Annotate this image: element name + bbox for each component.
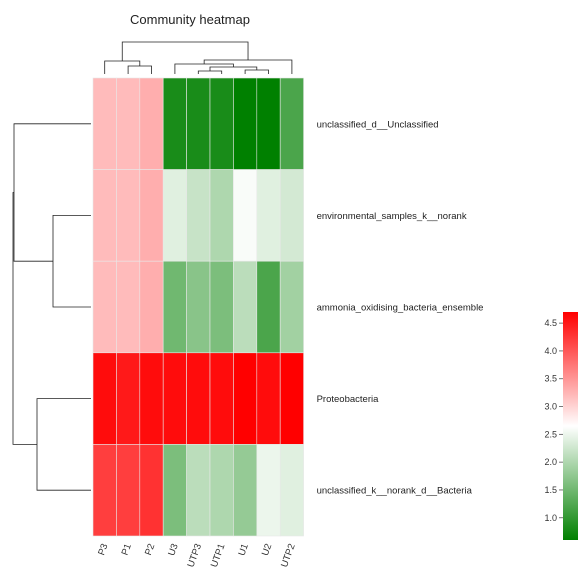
heatmap-cell [233, 77, 258, 170]
color-scale-tick-label: 3.5 [544, 374, 557, 384]
column-label: U3 [166, 542, 180, 557]
row-label: ammonia_oxidising_bacteria_ensemble [317, 303, 484, 314]
heatmap-cell [186, 260, 211, 354]
heatmap-cells [92, 77, 304, 537]
heatmap-cell [92, 352, 117, 445]
chart-title: Community heatmap [130, 12, 250, 27]
heatmap-cell [186, 444, 211, 537]
color-scale-tick-label: 2.0 [544, 457, 557, 467]
heatmap-cell [209, 444, 234, 537]
heatmap-cell [209, 77, 234, 170]
color-scale-tick-label: 4.5 [544, 318, 557, 328]
heatmap-cell [139, 352, 164, 445]
heatmap-cell [233, 444, 258, 537]
dendrogram-branch [174, 63, 234, 74]
heatmap-cell [139, 77, 164, 170]
heatmap-cell [256, 444, 281, 537]
dendrogram-branch [12, 192, 37, 445]
dendrogram-branch [127, 65, 152, 74]
heatmap-cell [116, 260, 141, 354]
dendrogram-branch [197, 70, 223, 74]
heatmap-cell [92, 444, 117, 537]
heatmap-cell [279, 77, 304, 170]
color-scale-tick-label: 2.5 [544, 429, 557, 439]
column-dendrogram [104, 41, 293, 74]
heatmap-cell [233, 352, 258, 445]
row-label: unclassified_d__Unclassified [317, 119, 439, 130]
heatmap-cell [92, 169, 117, 262]
column-label: P2 [143, 542, 157, 557]
heatmap-cell [279, 260, 304, 354]
dendrogram-branch [13, 123, 91, 262]
heatmap-cell [256, 260, 281, 354]
row-dendrogram [12, 123, 91, 491]
color-scale-tick-label: 1.0 [544, 513, 557, 523]
heatmap-cell [162, 169, 187, 262]
column-label: P3 [96, 542, 110, 557]
heatmap-cell [116, 444, 141, 537]
heatmap-cell [92, 260, 117, 354]
color-scale-bar [563, 312, 578, 540]
heatmap-cell [92, 77, 117, 170]
column-label: UTP2 [279, 542, 298, 569]
heatmap-cell [116, 169, 141, 262]
dendrogram-branch [244, 69, 269, 74]
column-label: UTP3 [185, 542, 204, 569]
color-scale-tick-label: 3.0 [544, 402, 557, 412]
column-label: P1 [120, 542, 134, 557]
column-labels: P3 P1 P2 U3 UTP3 UTP1 U1 U2 UTP2 [96, 542, 298, 569]
heatmap-cell [209, 352, 234, 445]
heatmap-cell [233, 260, 258, 354]
dendrogram-branch [104, 60, 141, 74]
heatmap-cell [279, 169, 304, 262]
heatmap-cell [279, 352, 304, 445]
color-scale-legend: 1.0 1.5 2.0 2.5 3.0 3.5 4.0 4.5 [544, 312, 578, 540]
heatmap-cell [256, 352, 281, 445]
color-scale-tick-label: 1.5 [544, 485, 557, 495]
heatmap-cell [162, 352, 187, 445]
heatmap-cell [139, 260, 164, 354]
dendrogram-branch [121, 41, 249, 61]
heatmap-cell [186, 77, 211, 170]
column-label: U2 [260, 542, 274, 557]
heatmap-cell [209, 260, 234, 354]
heatmap-cell [256, 169, 281, 262]
row-label: environmental_samples_k__norank [317, 211, 467, 222]
heatmap-cell [139, 169, 164, 262]
heatmap-cell [116, 77, 141, 170]
row-labels: unclassified_d__Unclassified environmenta… [317, 119, 484, 496]
heatmap-cell [186, 169, 211, 262]
dendrogram-branch [36, 398, 91, 491]
column-label: UTP1 [209, 542, 228, 569]
heatmap-cell [162, 260, 187, 354]
heatmap-cell [279, 444, 304, 537]
heatmap-cell [116, 352, 141, 445]
heatmap-cell [186, 352, 211, 445]
heatmap-cell [162, 444, 187, 537]
dendrogram-branch [52, 215, 91, 308]
color-scale-tick-label: 4.0 [544, 346, 557, 356]
row-label: Proteobacteria [317, 394, 380, 405]
heatmap-cell [256, 77, 281, 170]
heatmap-cell [139, 444, 164, 537]
heatmap-cell [162, 77, 187, 170]
heatmap-cell [209, 169, 234, 262]
row-label: unclassified_k__norank_d__Bacteria [317, 486, 473, 497]
heatmap-cell [233, 169, 258, 262]
column-label: U1 [236, 542, 250, 557]
